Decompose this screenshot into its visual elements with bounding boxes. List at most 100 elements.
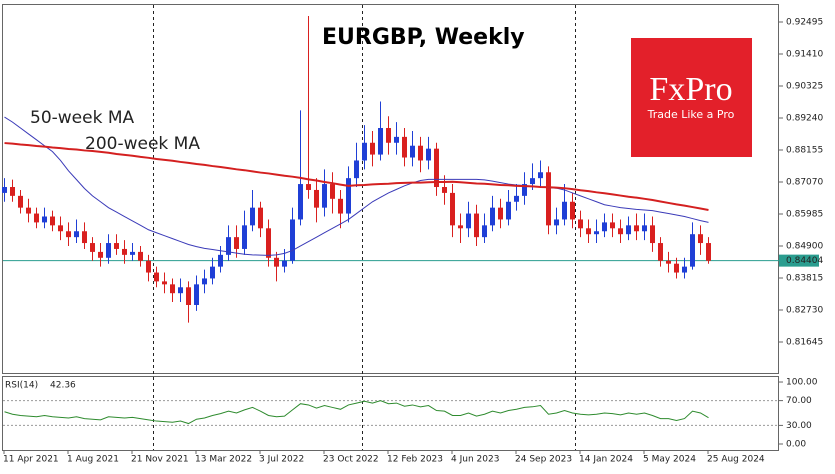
candle-body (634, 225, 639, 232)
plot-layer (2, 15, 779, 426)
candle-body (626, 225, 631, 235)
candle-body (18, 195, 23, 208)
candle-body (346, 178, 351, 214)
rsi-last-value: 42.36 (50, 381, 76, 391)
chart-title: EURGBP, Weekly (322, 25, 525, 50)
candle-body (66, 231, 71, 238)
candle-body (290, 219, 295, 261)
y-tick-label: 0.82730 (786, 306, 823, 316)
candle-body (322, 184, 327, 208)
candle-body (706, 243, 711, 261)
candle-body (154, 272, 159, 282)
candle-body (114, 243, 119, 249)
candle-body (450, 192, 455, 226)
candle-body (658, 243, 663, 261)
x-tick-label: 5 May 2024 (643, 455, 696, 465)
candle-body (194, 284, 199, 305)
candle-body (74, 231, 79, 238)
candle-body (642, 225, 647, 232)
candle-body (538, 172, 543, 179)
x-tick-label: 13 Mar 2022 (195, 455, 252, 465)
candle-body (138, 251, 143, 261)
rsi-tick-label: 30.00 (786, 421, 812, 431)
candle-body (370, 142, 375, 155)
candle-body (394, 136, 399, 143)
logo-tagline: Trade Like a Pro (647, 108, 735, 121)
current-price-label: 0.84404 (786, 256, 823, 266)
x-tick-label: 21 Nov 2021 (131, 455, 189, 465)
x-tick-label: 3 Jul 2022 (259, 455, 304, 465)
candle-body (170, 284, 175, 294)
logo-name: FxPro (649, 71, 732, 108)
candle-body (234, 237, 239, 249)
candle-body (554, 219, 559, 226)
candle-body (98, 251, 103, 258)
rsi-line (4, 400, 709, 425)
y-tick-label: 0.92495 (786, 17, 823, 27)
candle-body (522, 184, 527, 196)
candle-body (458, 225, 463, 229)
candle-body (10, 187, 15, 196)
legend-entry: 50-week MA (30, 108, 135, 128)
candle-body (514, 195, 519, 202)
x-tick-label: 14 Jan 2024 (579, 455, 633, 465)
x-tick-label: 1 Aug 2021 (67, 455, 119, 465)
x-tick-label: 11 Apr 2021 (3, 455, 59, 465)
candle-body (674, 263, 679, 273)
candle-body (226, 237, 231, 255)
candle-body (530, 178, 535, 185)
candle-body (610, 222, 615, 229)
candle-body (130, 251, 135, 255)
x-tick-label: 23 Oct 2022 (323, 455, 379, 465)
candle-body (378, 128, 383, 155)
candle-body (274, 257, 279, 267)
candle-body (490, 207, 495, 226)
ma-line (4, 116, 709, 256)
rsi-tick-label: 100.00 (786, 378, 818, 388)
candle-body (546, 172, 551, 226)
candle-body (690, 234, 695, 267)
candle-body (586, 228, 591, 235)
y-tick-label: 0.83815 (786, 273, 823, 283)
candle-body (498, 207, 503, 220)
candle-body (442, 187, 447, 193)
candle-body (90, 243, 95, 252)
candle-body (650, 225, 655, 244)
candle-body (298, 184, 303, 220)
candle-body (338, 198, 343, 214)
ma-line (4, 142, 709, 211)
candle-body (602, 222, 607, 232)
candle-body (354, 160, 359, 179)
x-tick-label: 12 Feb 2023 (387, 455, 443, 465)
candle-body (266, 228, 271, 258)
rsi-label: RSI(14) (5, 381, 38, 391)
candle-body (698, 234, 703, 244)
candle-body (82, 231, 87, 244)
x-tick-label: 24 Sep 2023 (515, 455, 572, 465)
candle-body (282, 260, 287, 267)
candle-body (682, 266, 687, 273)
current-price-tag (779, 254, 819, 267)
candle-body (186, 287, 191, 305)
candle-body (314, 189, 319, 208)
candle-body (250, 207, 255, 226)
candle-body (146, 260, 151, 273)
legend-entry: 200-week MA (85, 134, 200, 154)
candle-body (482, 225, 487, 238)
candle-body (2, 187, 7, 193)
candle-body (34, 213, 39, 223)
y-tick-label: 0.85985 (786, 209, 823, 219)
candle-body (474, 213, 479, 238)
candle-body (202, 278, 207, 285)
y-tick-label: 0.90325 (786, 81, 823, 91)
candle-body (122, 248, 127, 255)
candle-body (242, 225, 247, 249)
candle-body (426, 148, 431, 161)
candle-body (594, 231, 599, 235)
y-tick-label: 0.84900 (786, 241, 823, 251)
candle-body (26, 207, 31, 214)
y-tick-label: 0.88155 (786, 145, 823, 155)
candle-body (570, 201, 575, 220)
